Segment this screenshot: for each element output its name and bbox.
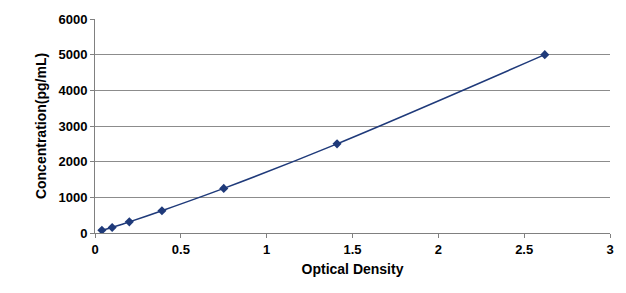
svg-text:2000: 2000 xyxy=(58,154,87,169)
svg-text:1: 1 xyxy=(263,242,270,257)
svg-text:4000: 4000 xyxy=(58,83,87,98)
svg-text:1.5: 1.5 xyxy=(343,242,361,257)
svg-text:6000: 6000 xyxy=(58,12,87,27)
svg-text:Concentration(pg/mL): Concentration(pg/mL) xyxy=(33,53,49,199)
svg-text:3: 3 xyxy=(606,242,613,257)
svg-text:0.5: 0.5 xyxy=(172,242,190,257)
svg-text:0: 0 xyxy=(91,242,98,257)
svg-text:3000: 3000 xyxy=(58,119,87,134)
svg-text:0: 0 xyxy=(80,226,87,241)
svg-text:1000: 1000 xyxy=(58,190,87,205)
svg-text:5000: 5000 xyxy=(58,47,87,62)
svg-text:2: 2 xyxy=(435,242,442,257)
svg-text:2.5: 2.5 xyxy=(515,242,533,257)
svg-text:Optical Density: Optical Density xyxy=(302,261,404,277)
